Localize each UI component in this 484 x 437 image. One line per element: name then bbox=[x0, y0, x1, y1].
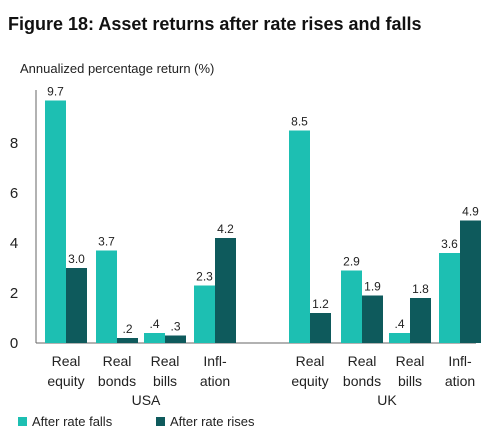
category-label: Real bbox=[151, 353, 180, 369]
bar-usa-falls bbox=[144, 333, 165, 343]
category-label: bills bbox=[153, 373, 177, 389]
y-tick-label: 0 bbox=[10, 335, 18, 352]
data-label: 3.6 bbox=[441, 237, 458, 251]
bar-usa-rises bbox=[66, 268, 87, 343]
bar-uk-falls bbox=[341, 270, 362, 343]
data-label: .2 bbox=[122, 322, 132, 336]
data-label: 4.2 bbox=[217, 222, 234, 236]
data-label: 2.3 bbox=[196, 270, 213, 284]
bar-uk-rises bbox=[460, 220, 481, 343]
data-label: .4 bbox=[149, 317, 159, 331]
data-label: 8.5 bbox=[291, 115, 308, 129]
data-label: .3 bbox=[170, 320, 180, 334]
category-label: bills bbox=[398, 373, 422, 389]
category-label: ation bbox=[445, 373, 475, 389]
legend-label-after-rate-falls: After rate falls bbox=[32, 414, 113, 429]
y-tick-label: 4 bbox=[10, 235, 18, 252]
category-label: equity bbox=[47, 373, 84, 389]
bar-usa-falls bbox=[194, 285, 215, 343]
data-label: 2.9 bbox=[343, 255, 360, 269]
category-label: Real bbox=[348, 353, 377, 369]
data-label: 3.0 bbox=[68, 252, 85, 266]
category-label: Real bbox=[396, 353, 425, 369]
category-label: Infl- bbox=[203, 353, 227, 369]
data-label: 4.9 bbox=[462, 205, 479, 219]
data-label: 1.2 bbox=[312, 297, 329, 311]
bar-uk-falls bbox=[289, 130, 310, 343]
bar-uk-falls bbox=[439, 253, 460, 343]
y-tick-label: 2 bbox=[10, 285, 18, 302]
y-tick-label: 6 bbox=[10, 185, 18, 202]
bar-usa-rises bbox=[117, 338, 138, 343]
category-label: bonds bbox=[343, 373, 381, 389]
y-tick-label: 8 bbox=[10, 135, 18, 152]
category-label: Infl- bbox=[448, 353, 472, 369]
bar-uk-rises bbox=[410, 298, 431, 343]
legend-swatch-after-rate-falls bbox=[18, 417, 27, 426]
data-label: 9.7 bbox=[47, 85, 64, 99]
bar-usa-rises bbox=[165, 335, 186, 343]
group-label-usa: USA bbox=[132, 392, 161, 408]
category-label: ation bbox=[200, 373, 230, 389]
bar-uk-rises bbox=[310, 313, 331, 343]
data-label: .4 bbox=[394, 317, 404, 331]
category-label: equity bbox=[291, 373, 328, 389]
data-label: 3.7 bbox=[98, 235, 115, 249]
group-label-uk: UK bbox=[377, 392, 397, 408]
legend-item-after-rate-falls: After rate falls bbox=[18, 414, 112, 429]
legend-item-after-rate-rises: After rate rises bbox=[156, 414, 255, 429]
bar-uk-rises bbox=[362, 295, 383, 343]
data-label: 1.9 bbox=[364, 280, 381, 294]
category-label: Real bbox=[296, 353, 325, 369]
category-label: Real bbox=[103, 353, 132, 369]
bar-usa-rises bbox=[215, 238, 236, 343]
category-label: bonds bbox=[98, 373, 136, 389]
category-label: Real bbox=[52, 353, 81, 369]
figure-title: Figure 18: Asset returns after rate rise… bbox=[8, 14, 422, 34]
bar-usa-falls bbox=[96, 250, 117, 343]
y-axis-label: Annualized percentage return (%) bbox=[20, 61, 214, 76]
legend-swatch-after-rate-rises bbox=[156, 417, 165, 426]
legend-label-after-rate-rises: After rate rises bbox=[170, 414, 255, 429]
bar-uk-falls bbox=[389, 333, 410, 343]
bar-usa-falls bbox=[45, 100, 66, 343]
data-label: 1.8 bbox=[412, 282, 429, 296]
